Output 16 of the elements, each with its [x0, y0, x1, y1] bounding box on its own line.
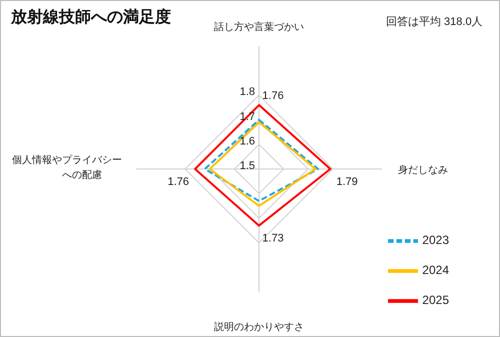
y-tick-label: 1.6: [240, 135, 255, 148]
data-label: 1.79: [336, 176, 358, 188]
text: 回答は平均 318.0人: [386, 15, 483, 29]
data-label: 1.73: [262, 232, 284, 245]
legend-label: 2025: [422, 293, 449, 308]
spoke-label: 身だしなみ: [398, 164, 448, 176]
data-label: 1.76: [262, 90, 284, 102]
chart-title: 放射線技師への満足度: [11, 7, 171, 28]
legend-label: 2024: [422, 263, 449, 278]
spoke-label: 個人情報やプライバシーへの配慮: [12, 154, 122, 181]
y-tick-label: 1.8: [240, 86, 255, 98]
legend-label: 2023: [422, 233, 449, 248]
spoke-label: 話し方や言葉づかい: [214, 21, 304, 33]
data-label: 1.76: [168, 176, 190, 188]
spoke-label: 説明のわかりやすさ: [214, 321, 304, 333]
y-tick-label: 1.5: [240, 160, 255, 172]
